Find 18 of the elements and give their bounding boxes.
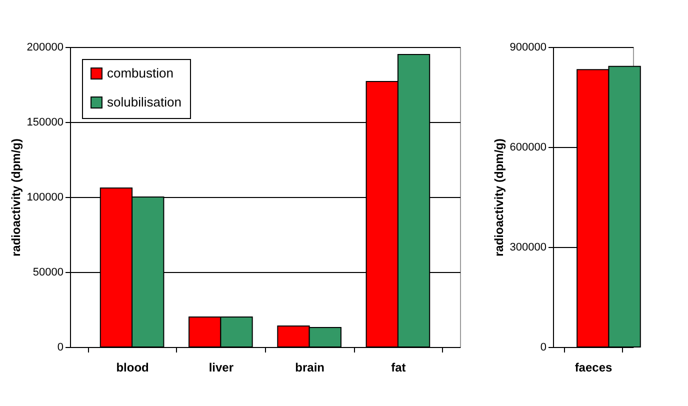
y-tick-label: 200000 xyxy=(26,42,64,54)
x-tick-label: brain xyxy=(295,360,324,374)
x-tick-label: liver xyxy=(208,360,234,374)
y-tick-label: 300000 xyxy=(510,242,546,254)
legend-label: combustion xyxy=(107,66,174,80)
x-tick-label: fat xyxy=(391,360,406,374)
y-tick-label: 0 xyxy=(57,342,64,354)
y-tick-label: 100000 xyxy=(26,192,64,204)
y-tick-label: 900000 xyxy=(510,42,546,54)
y-axis-title: radioactivity (dpm/g) xyxy=(8,138,23,257)
y-tick-label: 600000 xyxy=(510,142,546,154)
x-tick-label: faeces xyxy=(574,360,613,374)
legend-label: solubilisation xyxy=(107,94,182,110)
x-tick-label: blood xyxy=(116,360,149,374)
y-axis-title: radioactivity (dpm/g) xyxy=(492,138,506,257)
y-tick-label: 50000 xyxy=(32,266,64,278)
y-tick-label: 150000 xyxy=(26,116,64,128)
y-tick-label: 0 xyxy=(540,342,546,354)
